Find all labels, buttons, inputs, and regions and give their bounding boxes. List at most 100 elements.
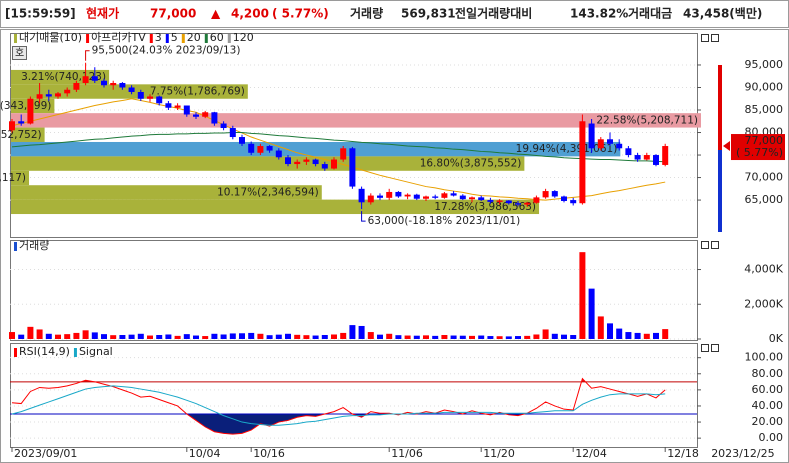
candle-body	[18, 121, 25, 124]
candle-body	[478, 197, 485, 201]
volume-bar	[119, 335, 126, 339]
candle-body	[367, 195, 374, 203]
volume-bar	[542, 329, 549, 339]
legend-ma: 20	[187, 31, 201, 44]
rsi-legend-swatch	[14, 348, 17, 357]
ho-button[interactable]	[12, 46, 27, 60]
candle-body	[321, 164, 328, 169]
supply-band	[11, 185, 322, 200]
candle-body	[386, 191, 393, 198]
volume-bar	[266, 335, 273, 339]
volume-bar	[101, 334, 107, 339]
price-label: 현재가	[86, 6, 119, 21]
x-tick-label: 2023/09/01	[14, 447, 77, 460]
supply-band	[11, 156, 525, 171]
candle-body	[634, 155, 641, 160]
y-tick-label: 2,000K	[744, 297, 783, 310]
candle-body	[533, 197, 540, 203]
moving-average	[11, 132, 666, 163]
candle-body	[248, 143, 255, 153]
last-price: 77,000	[745, 134, 784, 147]
candle-body	[147, 96, 153, 99]
legend-ma: 60	[210, 31, 224, 44]
volume-bar	[607, 323, 613, 339]
volume-bar	[340, 332, 347, 339]
candle-body	[597, 139, 604, 149]
candle-body	[55, 93, 61, 97]
volume-bar	[331, 334, 337, 339]
supply-band-label: 22.58%(5,208,711)	[596, 114, 698, 126]
volume-bar	[662, 329, 669, 339]
legend-stock-swatch	[86, 34, 90, 43]
candle-body	[110, 82, 117, 86]
volume-bar	[239, 333, 245, 339]
volume-bar	[9, 332, 15, 339]
last-pct: ( 5.77%)	[736, 146, 783, 159]
volume-bar	[561, 334, 567, 339]
supply-band-label: 10.17%(2,346,594)	[217, 186, 319, 198]
volume-bar	[496, 336, 503, 339]
header-bar	[0, 0, 789, 28]
change-pct: ( 5.77%)	[272, 7, 329, 21]
amount: 43,458(백만)	[683, 6, 762, 21]
volume-title: 거래량	[19, 239, 49, 252]
candle-body	[73, 82, 80, 90]
volume-bar	[597, 316, 604, 339]
change: 4,200	[231, 7, 269, 21]
supply-band	[11, 170, 30, 186]
candle-body	[505, 200, 512, 204]
y-tick-label: 95,000	[745, 58, 784, 71]
candle-body	[404, 194, 411, 197]
y-tick-label: 0.00	[759, 431, 784, 444]
volume-bar	[653, 332, 659, 339]
rsi-legend-swatch	[73, 348, 77, 357]
volume-bar	[349, 325, 356, 339]
volume-bar	[634, 332, 641, 339]
range-up-bar	[718, 65, 722, 150]
y-tick-label: 40.00	[752, 399, 784, 412]
candle-body	[616, 143, 623, 149]
candle-body	[165, 103, 172, 108]
x-tick-label: 11/20	[483, 447, 515, 460]
volume-bar	[533, 334, 540, 339]
supply-band	[11, 141, 621, 157]
volume-bar	[248, 332, 255, 339]
volume-bar	[156, 335, 163, 339]
volume-bar	[312, 335, 319, 339]
volume-bar	[91, 332, 98, 339]
candle-body	[662, 146, 669, 165]
max-label: 95,500(24.03% 2023/09/13)	[92, 45, 241, 57]
candle-body	[469, 197, 475, 200]
volume-bar	[524, 335, 531, 339]
x-future-label: 2023/12/25	[711, 447, 774, 460]
volume-bar	[128, 334, 135, 339]
volume-bar	[551, 333, 558, 339]
candle-body	[542, 191, 549, 198]
candle-body	[303, 159, 310, 162]
volume-bar	[165, 334, 172, 339]
candle-body	[193, 114, 199, 117]
candle-body	[459, 195, 466, 200]
candle-body	[275, 150, 282, 158]
supply-band	[11, 199, 540, 215]
volume-bar	[110, 335, 117, 339]
candle-body	[312, 159, 319, 165]
candle-body	[27, 98, 34, 124]
candle-body	[423, 196, 429, 199]
volume-bar	[450, 335, 457, 339]
panel-buttons[interactable]	[701, 34, 719, 352]
price-panel	[10, 33, 698, 238]
volume-bar	[303, 335, 310, 339]
candle-body	[561, 196, 567, 201]
legend-ma: 120	[233, 31, 254, 44]
volume-title-swatch	[14, 242, 17, 251]
candle-body	[570, 200, 577, 204]
candle-body	[358, 188, 365, 203]
y-tick-label: 85,000	[745, 103, 784, 116]
volume-bar	[487, 336, 494, 339]
volume-bar	[321, 335, 328, 339]
candle-body	[128, 87, 135, 92]
candle-body	[64, 89, 71, 94]
volume-bar	[174, 335, 181, 339]
